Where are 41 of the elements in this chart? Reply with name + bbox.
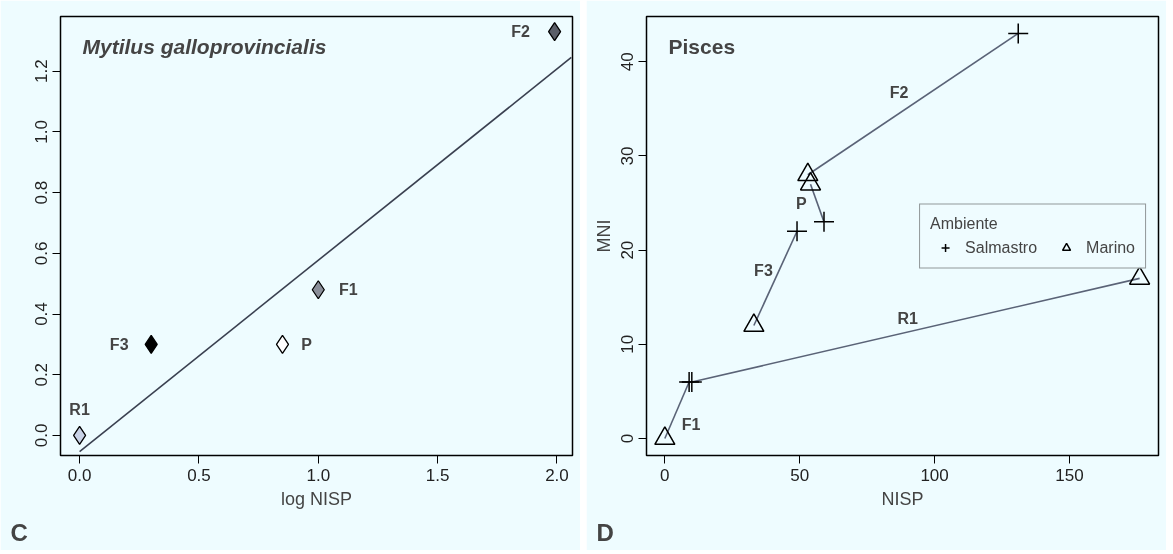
annotation: P: [301, 335, 313, 353]
y-axis-title: MNI: [593, 219, 614, 253]
text: Pisces: [668, 34, 736, 58]
annotation: F1: [338, 281, 358, 299]
x-tick-label: 0: [660, 465, 670, 485]
y-tick-label: 20: [618, 240, 638, 260]
annotation: F2: [889, 83, 909, 101]
y-tick-label: 1.0: [32, 120, 52, 144]
x-tick-label: 100: [920, 465, 949, 485]
annotation: F2: [511, 23, 531, 41]
x-axis-title: log NISP: [280, 488, 353, 509]
x-tick-label: 150: [1055, 465, 1084, 485]
legend-label: Marino: [1086, 238, 1135, 256]
x-axis-title: NISP: [881, 488, 924, 509]
annotation: P: [795, 194, 807, 212]
y-tick-label: 30: [618, 146, 638, 166]
x-tick-label: 0.0: [67, 465, 92, 485]
text: Mytilus galloprovincialis: [82, 34, 327, 58]
y-tick-label: 0.2: [32, 362, 52, 387]
legend-title: Ambiente: [930, 214, 999, 232]
y-tick-label: 0.0: [32, 423, 52, 448]
annotation: F1: [681, 415, 701, 433]
x-tick-label: 2.0: [545, 465, 569, 485]
y-tick-label: 40: [618, 52, 638, 72]
legend-label: Salmastro: [965, 238, 1038, 256]
x-tick-label: 1.0: [306, 465, 331, 485]
y-tick-label: 1.2: [32, 59, 52, 83]
text: C: [10, 518, 28, 546]
y-tick-label: 0.6: [32, 241, 52, 266]
annotation: F3: [109, 335, 129, 353]
x-tick-label: 1.5: [425, 465, 450, 485]
annotation: F3: [754, 261, 773, 279]
x-tick-label: 50: [790, 465, 810, 485]
annotation: R1: [69, 400, 90, 418]
y-tick-label: 0.4: [32, 302, 52, 326]
annotation: R1: [897, 309, 919, 327]
text: D: [596, 518, 614, 546]
y-tick-label: 10: [618, 334, 638, 354]
y-tick-label: 0.8: [32, 180, 52, 205]
y-tick-label: 0: [618, 433, 638, 444]
x-tick-label: 0.5: [187, 465, 211, 485]
